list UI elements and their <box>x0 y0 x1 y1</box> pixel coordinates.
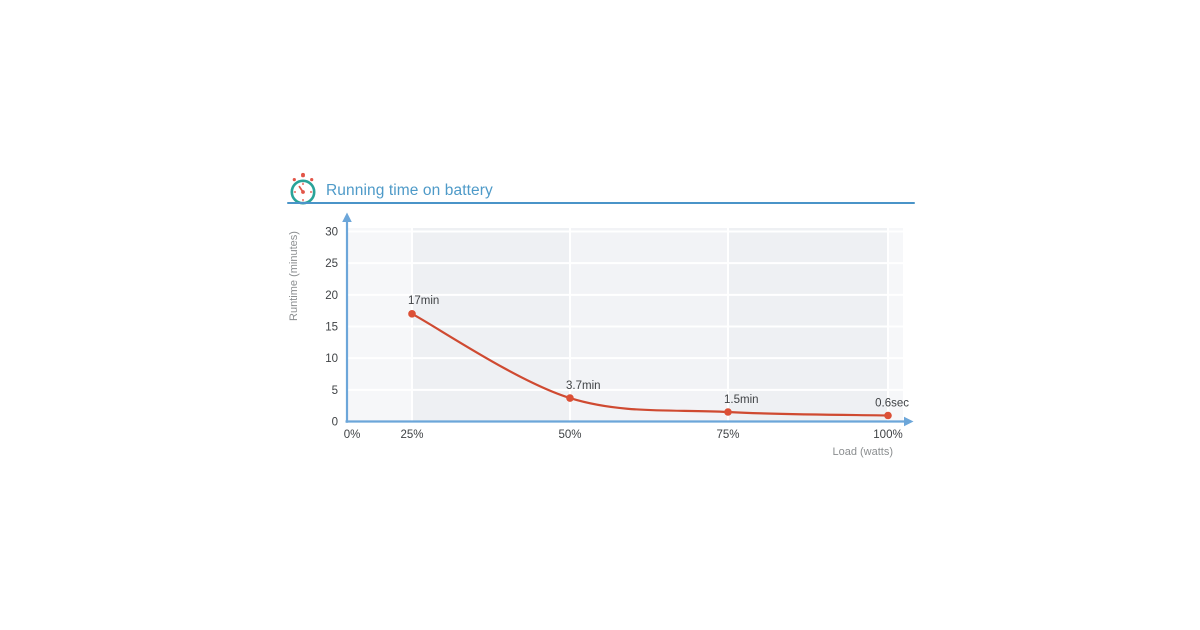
x-tick-label: 75% <box>716 429 739 441</box>
title-underline <box>287 202 915 204</box>
x-tick-label: 25% <box>400 429 423 441</box>
y-tick-label: 20 <box>325 290 338 302</box>
y-tick-label: 30 <box>325 227 338 239</box>
point-label: 17min <box>408 295 439 307</box>
data-point <box>724 408 732 416</box>
plot-band <box>347 228 412 422</box>
y-tick-label: 15 <box>325 322 338 334</box>
x-axis-arrow-icon <box>904 416 914 427</box>
point-label: 0.6sec <box>875 398 909 410</box>
runtime-curve <box>411 312 889 417</box>
x-tick-label: 50% <box>558 429 581 441</box>
x-tick-label: 100% <box>873 429 902 441</box>
y-tick-label: 10 <box>325 353 338 365</box>
plot-band <box>728 228 888 422</box>
y-axis-title: Runtime (minutes) <box>288 231 300 321</box>
stopwatch-icon <box>290 172 316 205</box>
plot-band <box>412 228 570 422</box>
plot-band <box>888 228 903 422</box>
point-label: 1.5min <box>724 394 759 406</box>
data-point <box>884 411 892 420</box>
x-tick-label: 0% <box>344 429 361 441</box>
y-tick-label: 0 <box>332 417 338 429</box>
y-axis-arrow-icon <box>342 212 352 222</box>
plot-band <box>570 228 728 422</box>
data-point <box>408 310 416 318</box>
y-tick-label: 5 <box>332 385 338 397</box>
y-tick-label: 25 <box>325 258 338 270</box>
page-title: Running time on battery <box>326 182 493 199</box>
x-axis-title: Load (watts) <box>832 446 893 458</box>
point-label: 3.7min <box>566 380 601 392</box>
data-point <box>566 394 574 402</box>
chart-header: Running time on battery <box>288 172 493 206</box>
